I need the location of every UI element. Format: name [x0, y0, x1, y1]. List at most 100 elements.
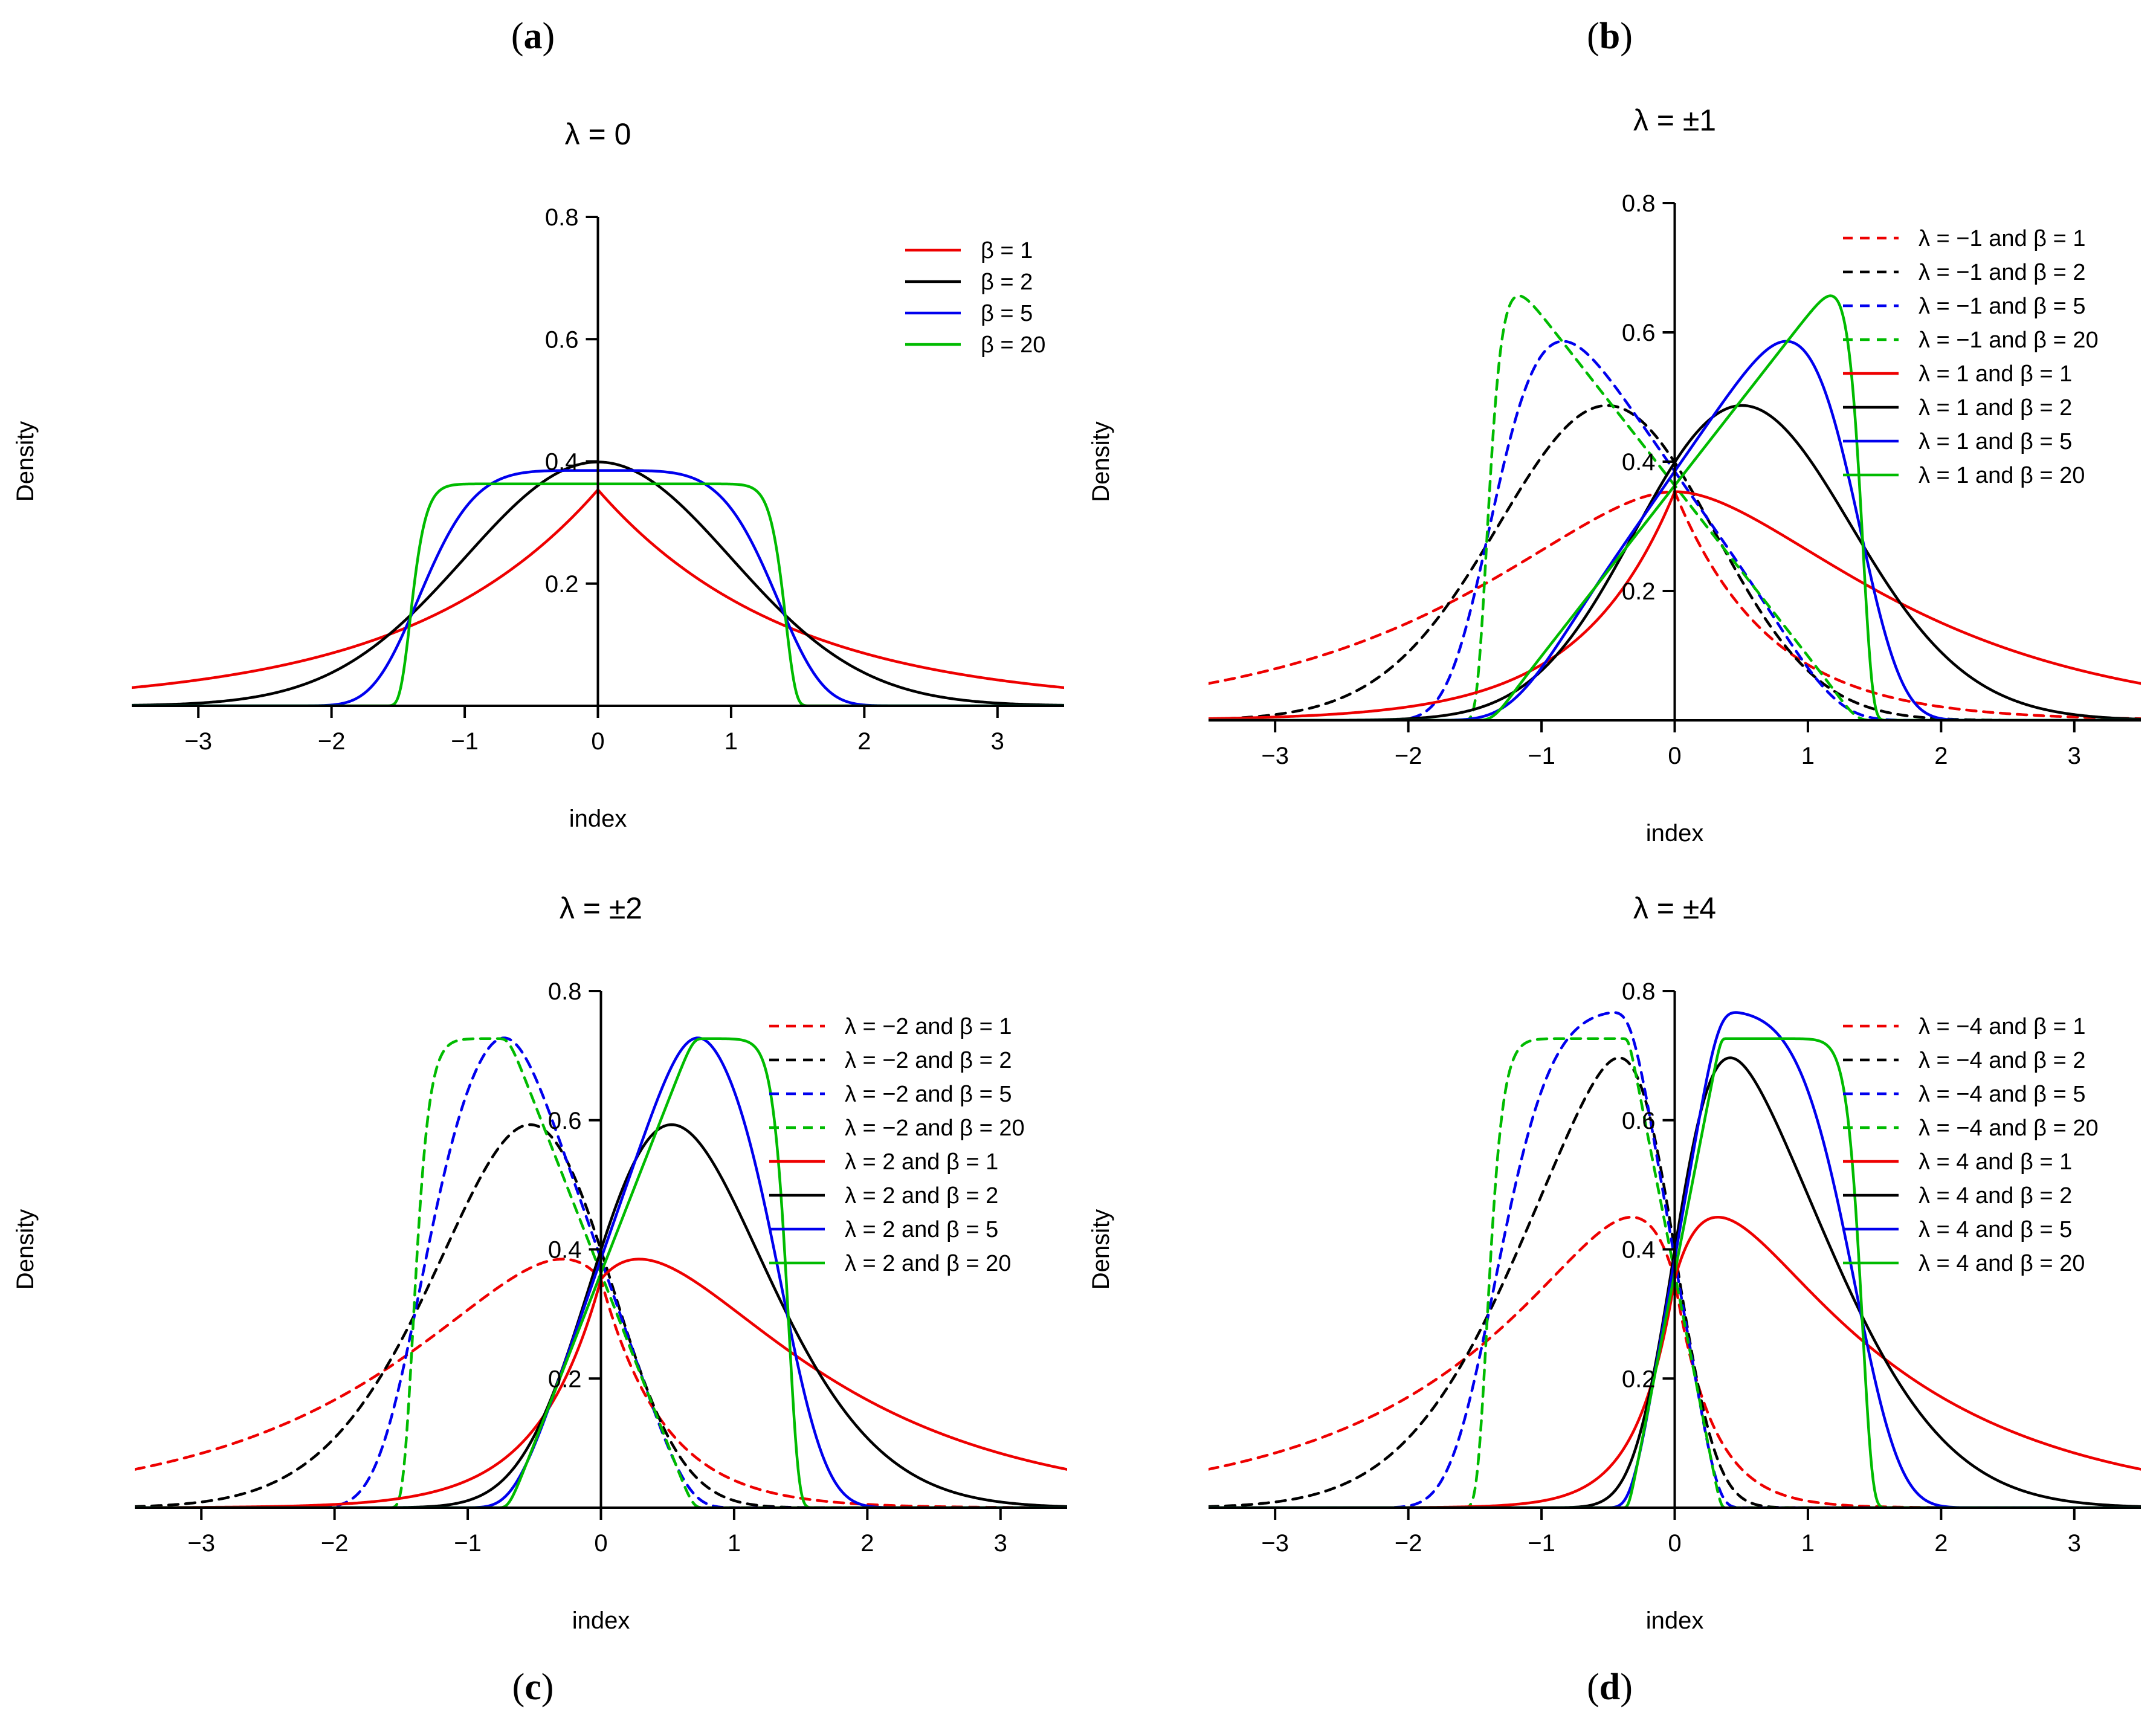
panel-label-paren-close: ) — [1620, 16, 1633, 57]
legend-entry: λ = 4 and β = 20 — [1919, 1251, 2085, 1276]
x-axis-label: index — [1646, 820, 1704, 847]
chart-title: λ = 0 — [565, 117, 631, 151]
x-tick-label: −2 — [1395, 1530, 1422, 1557]
legend-entry: λ = −1 and β = 1 — [1919, 226, 2085, 251]
x-tick-label: −3 — [1261, 1530, 1289, 1557]
y-tick-label: 0.6 — [1622, 1108, 1656, 1134]
panel-label-paren-close: ) — [543, 16, 555, 57]
y-tick-label: 0.8 — [1622, 978, 1656, 1005]
legend-entry: λ = −2 and β = 5 — [845, 1082, 1012, 1107]
y-tick-label: 0.4 — [1622, 1237, 1656, 1264]
y-tick-label: 0.2 — [1622, 578, 1656, 605]
legend-entry: λ = −2 and β = 2 — [845, 1048, 1012, 1073]
x-tick-label: −2 — [318, 728, 346, 755]
panel-label-paren-close: ) — [541, 1667, 554, 1708]
x-tick-label: 3 — [2068, 743, 2081, 769]
panel-label-letter: d — [1599, 1667, 1620, 1708]
x-axis-label: index — [572, 1607, 630, 1634]
y-tick-label: 0.8 — [1622, 190, 1656, 217]
x-tick-label: 1 — [728, 1530, 741, 1557]
legend-entry: λ = −4 and β = 1 — [1919, 1014, 2085, 1039]
x-tick-label: −3 — [1261, 743, 1289, 769]
x-tick-label: 3 — [991, 728, 1004, 755]
legend-entry: λ = 4 and β = 2 — [1919, 1183, 2072, 1209]
legend-entry: λ = 4 and β = 5 — [1919, 1217, 2072, 1242]
y-tick-label: 0.6 — [548, 1108, 582, 1134]
legend-entry: λ = 2 and β = 20 — [845, 1251, 1011, 1276]
legend-entry: λ = 1 and β = 5 — [1919, 429, 2072, 454]
legend-entry: λ = −2 and β = 1 — [845, 1014, 1012, 1039]
panel-label-a: (a) — [511, 16, 555, 57]
panel-label-paren-open: ( — [511, 16, 524, 57]
legend-entry: λ = 1 and β = 20 — [1919, 463, 2085, 488]
x-tick-label: 0 — [1668, 743, 1681, 769]
x-tick-label: 2 — [857, 728, 871, 755]
x-tick-label: 1 — [725, 728, 738, 755]
legend: β = 1 β = 2 β = 5 β = 20 — [905, 238, 1045, 358]
panel-label-paren-close: ) — [1620, 1667, 1633, 1708]
legend: λ = −1 and β = 1 λ = −1 and β = 2 λ = −1 a… — [1843, 226, 2099, 488]
legend-entry: λ = 2 and β = 1 — [845, 1149, 998, 1175]
y-axis-label: Density — [1088, 1209, 1114, 1290]
x-tick-label: −1 — [1528, 1530, 1555, 1557]
x-tick-label: −1 — [1528, 743, 1555, 769]
y-axis-label: Density — [12, 421, 39, 502]
legend-entry: λ = −1 and β = 2 — [1919, 260, 2085, 285]
panel-label-paren-open: ( — [1587, 16, 1599, 57]
x-tick-label: 2 — [1934, 743, 1948, 769]
legend-entry: λ = −4 and β = 5 — [1919, 1082, 2085, 1107]
chart-panel-b: (b) λ = ±1 −3 −2 −1 0 1 2 3 0.2 0.4 0.6 0.8 index Dens… — [1088, 16, 2141, 847]
y-tick-label: 0.8 — [548, 978, 582, 1005]
panel-label-paren-open: ( — [1587, 1667, 1599, 1708]
x-tick-label: 0 — [591, 728, 604, 755]
y-tick-label: 0.4 — [1622, 449, 1656, 476]
x-tick-label: 0 — [1668, 1530, 1681, 1557]
legend: λ = −4 and β = 1 λ = −4 and β = 2 λ = −4 a… — [1843, 1014, 2099, 1276]
y-tick-label: 0.6 — [545, 326, 579, 353]
legend-entry: β = 5 — [981, 301, 1033, 326]
x-tick-label: 2 — [860, 1530, 874, 1557]
y-tick-label: 0.2 — [1622, 1366, 1656, 1392]
x-axis-label: index — [1646, 1607, 1704, 1634]
series-line — [135, 1123, 1067, 1508]
legend-entry: β = 1 — [981, 238, 1033, 263]
y-axis-label: Density — [12, 1209, 39, 1290]
x-tick-label: −1 — [451, 728, 479, 755]
x-tick-label: −3 — [184, 728, 212, 755]
x-tick-label: 1 — [1801, 743, 1815, 769]
chart-panel-d: (d) λ = ±4 −3 −2 −1 0 1 2 3 0.2 0.4 0.6 0.8 index Dens… — [1088, 891, 2141, 1708]
legend-entry: λ = 1 and β = 1 — [1919, 361, 2072, 387]
legend-entry: λ = −1 and β = 5 — [1919, 294, 2085, 319]
legend-entry: λ = 2 and β = 5 — [845, 1217, 998, 1242]
panel-label-d: (d) — [1587, 1667, 1633, 1708]
x-tick-label: 3 — [994, 1530, 1007, 1557]
y-tick-label: 0.4 — [548, 1237, 582, 1264]
legend-entry: λ = −4 and β = 20 — [1919, 1116, 2099, 1141]
panel-label-c: (c) — [512, 1667, 554, 1708]
x-tick-label: −2 — [1395, 743, 1422, 769]
x-tick-label: 1 — [1801, 1530, 1815, 1557]
y-tick-label: 0.2 — [548, 1366, 582, 1392]
chart-panel-a: (a) λ = 0 −3 −2 −1 0 1 2 3 0.2 0.4 0.6 0.8 index Densi… — [12, 16, 1064, 832]
chart-title: λ = ±2 — [560, 891, 642, 925]
y-tick-label: 0.4 — [545, 449, 579, 476]
legend-entry: β = 2 — [981, 270, 1033, 295]
panel-label-b: (b) — [1587, 16, 1633, 57]
panels-group: (a) λ = 0 −3 −2 −1 0 1 2 3 0.2 0.4 0.6 0.8 index Densi… — [12, 16, 2141, 1708]
legend-entry: λ = 4 and β = 1 — [1919, 1149, 2072, 1175]
legend-entry: λ = 2 and β = 2 — [845, 1183, 998, 1209]
x-axis-label: index — [569, 806, 627, 832]
x-tick-label: 3 — [2068, 1530, 2081, 1557]
x-tick-label: −1 — [454, 1530, 482, 1557]
y-tick-label: 0.2 — [545, 571, 579, 598]
x-tick-label: 0 — [594, 1530, 607, 1557]
y-tick-label: 0.6 — [1622, 320, 1656, 346]
panel-label-paren-open: ( — [512, 1667, 525, 1708]
legend-entry: λ = −2 and β = 20 — [845, 1116, 1025, 1141]
panel-label-letter: b — [1599, 16, 1620, 57]
x-tick-label: −2 — [321, 1530, 349, 1557]
legend-entry: λ = 1 and β = 2 — [1919, 395, 2072, 421]
y-axis-label: Density — [1088, 421, 1114, 502]
x-tick-label: −3 — [187, 1530, 215, 1557]
panel-label-letter: c — [524, 1667, 541, 1708]
